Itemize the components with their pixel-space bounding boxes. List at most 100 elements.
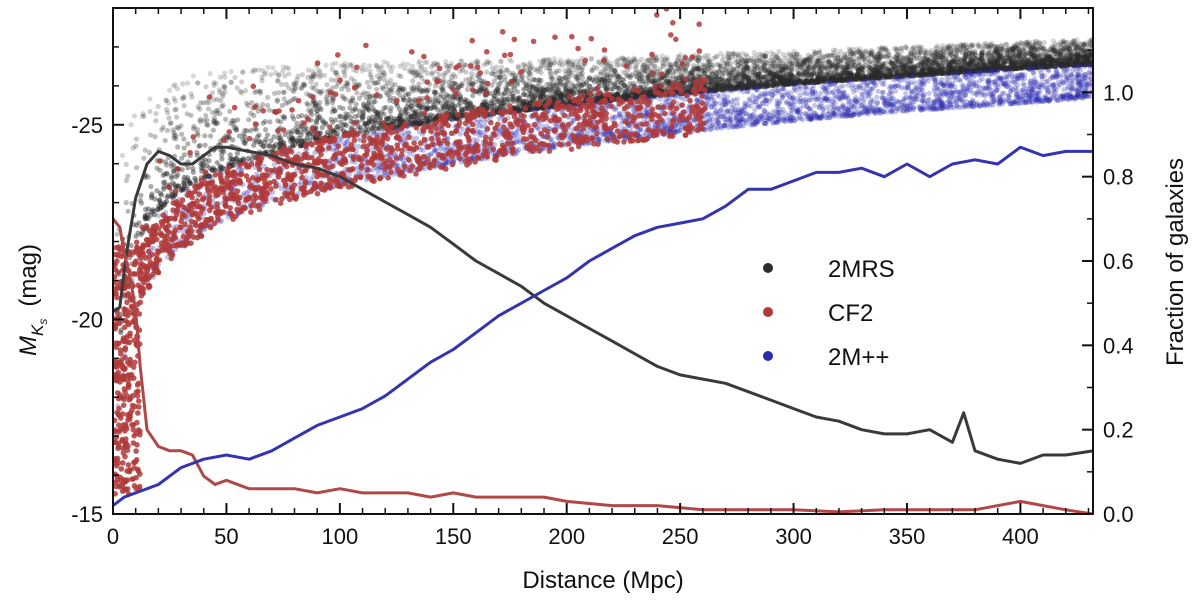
point-2mrs — [894, 69, 900, 75]
point-2mrs — [775, 74, 781, 80]
point-2mrs — [734, 74, 740, 81]
point-2mrs — [774, 80, 780, 86]
point-2mrs — [516, 107, 522, 113]
point-2mrs — [424, 70, 430, 76]
point-2mrs — [674, 58, 680, 64]
point-2mrs — [834, 63, 840, 69]
point-2mrs — [977, 67, 984, 73]
point-2mrs — [911, 45, 917, 51]
point-2mrs — [313, 81, 319, 87]
point-2mrs — [647, 93, 654, 99]
point-2mrs — [561, 92, 567, 98]
point-2mrs — [615, 79, 621, 85]
point-2mrs — [607, 60, 613, 66]
point-2mrs — [227, 108, 233, 114]
point-2mrs — [686, 87, 692, 93]
point-2mrs — [439, 87, 445, 93]
point-2mrs — [219, 103, 225, 110]
point-2mrs — [268, 137, 274, 144]
point-2mrs — [140, 229, 146, 235]
point-2mrs — [684, 63, 690, 69]
point-2mrs — [1047, 55, 1053, 61]
point-2mrs — [997, 56, 1003, 62]
point-2mrs — [918, 72, 924, 78]
point-2mrs — [323, 96, 329, 102]
point-2mrs — [858, 66, 865, 72]
point-2mrs — [917, 44, 923, 50]
point-2mrs — [825, 78, 831, 84]
point-2mrs — [650, 56, 656, 62]
point-2mrs — [787, 80, 793, 86]
point-2mrs — [1049, 58, 1055, 64]
point-2mrs — [123, 177, 130, 184]
point-2mrs — [231, 121, 237, 127]
point-2mrs — [707, 76, 713, 82]
point-2mrs — [962, 55, 968, 62]
point-2mrs — [843, 76, 849, 82]
point-2mrs — [850, 50, 856, 56]
point-2mrs — [542, 87, 548, 93]
point-2mrs — [797, 80, 804, 86]
point-2mrs — [931, 59, 937, 66]
point-2mrs — [340, 68, 347, 74]
point-2mrs — [640, 85, 646, 91]
point-2mrs — [405, 100, 411, 107]
point-2mrs — [734, 73, 740, 79]
point-2mrs — [369, 114, 375, 120]
point-2mrs — [374, 113, 380, 120]
point-2mrs — [1030, 43, 1036, 50]
point-2mrs — [371, 80, 377, 86]
point-2mrs — [907, 59, 913, 65]
point-2mrs — [148, 193, 155, 199]
point-2mrs — [804, 78, 811, 84]
point-2mrs — [429, 71, 435, 77]
point-2mrs — [153, 110, 159, 117]
point-2mrs — [677, 72, 683, 78]
point-2mrs — [300, 138, 306, 145]
point-2mrs — [635, 59, 642, 65]
point-2mrs — [1020, 59, 1026, 65]
point-2mrs — [803, 58, 810, 65]
point-2mrs — [819, 60, 826, 67]
point-2mrs — [754, 57, 761, 63]
point-2mrs — [267, 119, 273, 125]
point-2mrs — [856, 63, 862, 69]
point-2mrs — [581, 81, 587, 88]
point-2mrs — [338, 113, 344, 120]
point-2mrs — [847, 76, 854, 82]
point-2mrs — [842, 70, 849, 76]
point-2mrs — [510, 97, 516, 103]
point-2mrs — [509, 96, 516, 102]
point-2mrs — [194, 149, 200, 156]
point-2mrs — [829, 52, 835, 58]
point-2mrs — [955, 56, 961, 62]
point-2mrs — [720, 70, 726, 76]
point-2mrs — [1040, 60, 1046, 66]
point-2mrs — [618, 79, 624, 85]
point-2mrs — [783, 71, 789, 77]
point-2mrs — [366, 100, 372, 106]
point-2mrs — [932, 46, 939, 52]
point-2mrs — [648, 57, 654, 64]
point-2mrs — [1042, 63, 1049, 69]
point-2mrs — [388, 68, 394, 74]
point-2mrs — [951, 66, 958, 72]
point-2mrs — [444, 107, 450, 113]
point-2mrs — [489, 82, 495, 88]
point-2mrs — [384, 116, 390, 122]
point-2mrs — [372, 117, 379, 124]
point-2mrs — [805, 72, 811, 78]
point-2mrs — [761, 67, 768, 73]
point-2mrs — [1005, 54, 1011, 61]
point-2mrs — [1001, 59, 1007, 65]
point-2mrs — [596, 76, 602, 82]
point-2mrs — [854, 66, 860, 72]
point-2mrs — [379, 84, 385, 90]
point-2mrs — [801, 58, 807, 64]
point-2mrs — [1028, 50, 1034, 56]
point-2mrs — [1028, 46, 1034, 52]
point-2mrs — [991, 66, 997, 72]
point-2mrs — [504, 82, 510, 88]
point-2mrs — [197, 106, 203, 112]
point-2mrs — [147, 96, 153, 102]
